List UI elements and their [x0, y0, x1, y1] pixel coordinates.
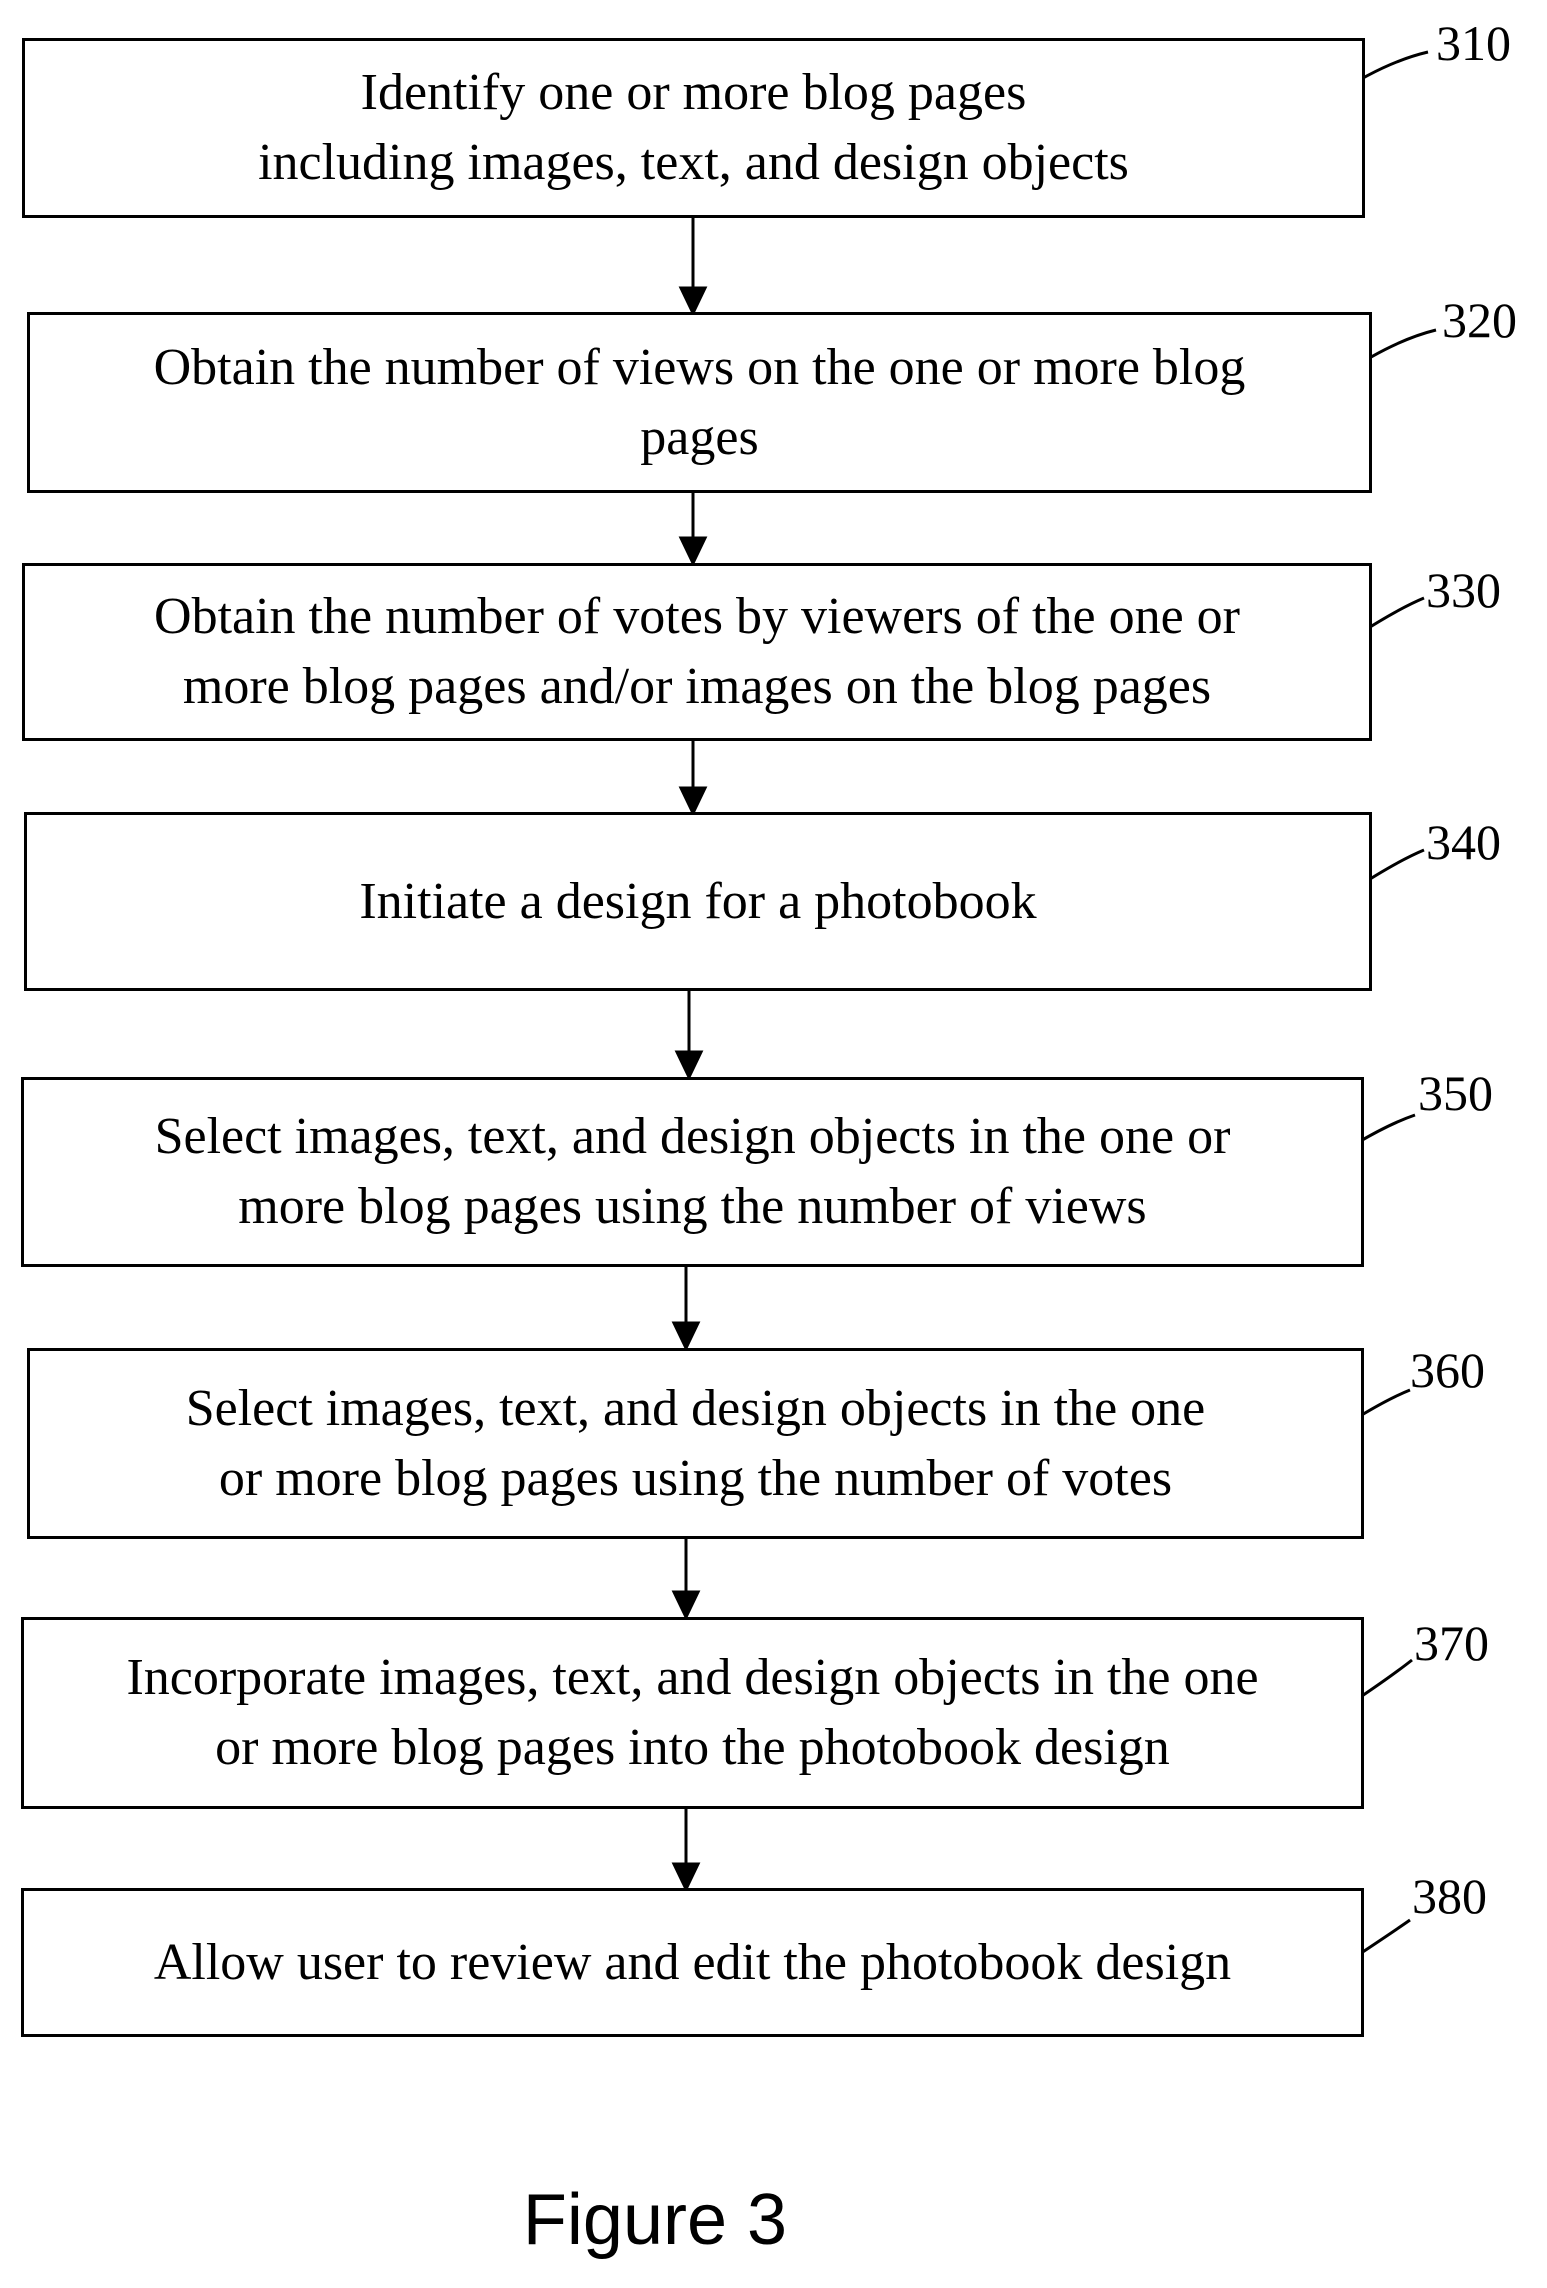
step-box-330: Obtain the number of votes by viewers of… — [22, 563, 1372, 741]
ref-label-370: 370 — [1414, 1618, 1489, 1668]
step-box-340: Initiate a design for a photobook — [24, 812, 1372, 991]
step-box-310: Identify one or more blog pages includin… — [22, 38, 1365, 218]
arrowhead-330-to-340 — [681, 788, 705, 813]
step-box-370: Incorporate images, text, and design obj… — [21, 1617, 1364, 1809]
ref-label-330: 330 — [1426, 565, 1501, 615]
arrowhead-310-to-320 — [681, 288, 705, 313]
ref-label-380: 380 — [1412, 1871, 1487, 1921]
step-box-360: Select images, text, and design objects … — [27, 1348, 1364, 1539]
step-text-380: Allow user to review and edit the photob… — [154, 1928, 1231, 1998]
step-box-320: Obtain the number of views on the one or… — [27, 312, 1372, 493]
step-text-330: Obtain the number of votes by viewers of… — [154, 582, 1240, 722]
step-text-370: Incorporate images, text, and design obj… — [126, 1643, 1258, 1783]
step-text-340: Initiate a design for a photobook — [359, 867, 1036, 937]
step-text-350: Select images, text, and design objects … — [155, 1102, 1231, 1242]
step-box-380: Allow user to review and edit the photob… — [21, 1888, 1364, 2037]
arrowhead-370-to-380 — [674, 1864, 698, 1889]
arrowhead-340-to-350 — [677, 1052, 701, 1077]
step-text-310: Identify one or more blog pages includin… — [258, 58, 1129, 198]
step-box-350: Select images, text, and design objects … — [21, 1077, 1364, 1267]
arrowhead-360-to-370 — [674, 1592, 698, 1617]
ref-label-310: 310 — [1436, 18, 1511, 68]
step-text-360: Select images, text, and design objects … — [186, 1374, 1206, 1514]
ref-label-350: 350 — [1418, 1068, 1493, 1118]
ref-label-320-visible: 320 — [1442, 295, 1517, 345]
arrowhead-320-to-330 — [681, 538, 705, 563]
ref-label-360: 360 — [1410, 1345, 1485, 1395]
arrowhead-350-to-360 — [674, 1323, 698, 1348]
step-text-320: Obtain the number of views on the one or… — [154, 333, 1246, 473]
figure-caption: Figure 3 — [0, 2180, 1310, 2260]
ref-label-340: 340 — [1426, 817, 1501, 867]
